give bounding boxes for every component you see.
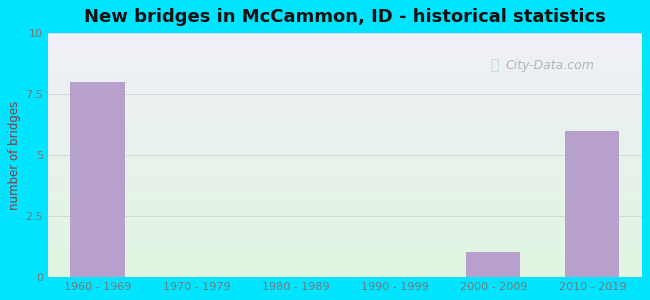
Bar xyxy=(466,253,521,277)
Text: City-Data.com: City-Data.com xyxy=(505,58,594,72)
Bar xyxy=(70,82,125,277)
Text: ⦾: ⦾ xyxy=(490,58,499,72)
Y-axis label: number of bridges: number of bridges xyxy=(8,100,21,210)
Title: New bridges in McCammon, ID - historical statistics: New bridges in McCammon, ID - historical… xyxy=(84,8,606,26)
Bar xyxy=(565,131,619,277)
